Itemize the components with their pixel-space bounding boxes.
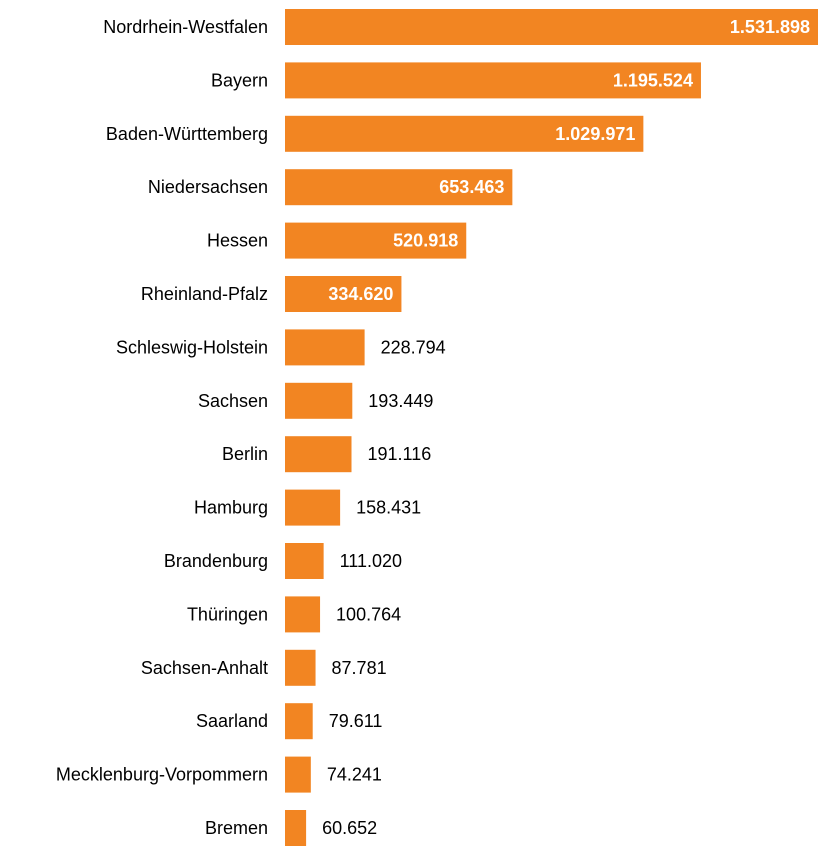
value-label-berlin: 191.116 — [367, 444, 431, 464]
bar-nordrhein-westfalen — [285, 9, 818, 45]
category-label-sachsen-anhalt: Sachsen-Anhalt — [141, 658, 268, 678]
category-label-hessen: Hessen — [207, 231, 268, 251]
value-label-sachsen: 193.449 — [368, 391, 433, 411]
category-label-bremen: Bremen — [205, 818, 268, 838]
category-label-niedersachsen: Niedersachsen — [148, 177, 268, 197]
bar-hamburg — [285, 489, 341, 526]
bar-hessen — [285, 222, 467, 259]
bar-baden-wuerttemberg — [285, 115, 644, 152]
bar-saarland — [285, 703, 313, 740]
category-label-mecklenburg-vorpommern: Mecklenburg-Vorpommern — [56, 765, 268, 785]
category-label-saarland: Saarland — [196, 711, 268, 731]
category-label-sachsen: Sachsen — [198, 391, 268, 411]
bar-sachsen — [285, 382, 353, 419]
bar-rheinland-pfalz — [285, 276, 402, 312]
bar-bayern — [285, 62, 701, 99]
bars-layer — [285, 9, 818, 846]
value-label-mecklenburg-vorpommern: 74.241 — [327, 765, 382, 785]
value-label-thueringen: 100.764 — [336, 604, 401, 624]
value-label-schleswig-holstein: 228.794 — [381, 337, 446, 357]
value-label-hessen: 520.918 — [393, 231, 458, 251]
value-labels-layer: 1.531.898 1.195.524 1.029.971 653.463 520.91… — [322, 17, 810, 838]
value-label-bayern: 1.195.524 — [613, 70, 693, 90]
bar-thueringen — [285, 596, 321, 633]
bar-schleswig-holstein — [285, 329, 365, 366]
category-label-hamburg: Hamburg — [194, 498, 268, 518]
value-label-nordrhein-westfalen: 1.531.898 — [730, 17, 810, 37]
bar-berlin — [285, 436, 352, 473]
value-label-brandenburg: 111.020 — [340, 551, 402, 571]
value-label-bremen: 60.652 — [322, 818, 377, 838]
bar-bremen — [285, 810, 307, 846]
value-label-niedersachsen: 653.463 — [439, 177, 504, 197]
category-label-baden-wuerttemberg: Baden-Württemberg — [106, 124, 268, 144]
category-label-rheinland-pfalz: Rheinland-Pfalz — [141, 284, 268, 304]
bar-brandenburg — [285, 543, 324, 579]
bar-mecklenburg-vorpommern — [285, 756, 311, 793]
category-label-bayern: Bayern — [211, 70, 268, 90]
bar-niedersachsen — [285, 169, 513, 206]
category-label-thueringen: Thüringen — [187, 604, 268, 624]
value-label-saarland: 79.611 — [329, 711, 383, 731]
category-labels-layer: Nordrhein-Westfalen Bayern Baden-Württembe… — [56, 17, 268, 838]
bar-sachsen-anhalt — [285, 649, 316, 686]
value-label-baden-wuerttemberg: 1.029.971 — [555, 124, 635, 144]
value-label-hamburg: 158.431 — [356, 498, 421, 518]
value-label-sachsen-anhalt: 87.781 — [332, 658, 387, 678]
value-label-rheinland-pfalz: 334.620 — [328, 284, 393, 304]
category-label-nordrhein-westfalen: Nordrhein-Westfalen — [103, 17, 268, 37]
category-label-brandenburg: Brandenburg — [164, 551, 268, 571]
category-label-schleswig-holstein: Schleswig-Holstein — [116, 337, 268, 357]
category-label-berlin: Berlin — [222, 444, 268, 464]
